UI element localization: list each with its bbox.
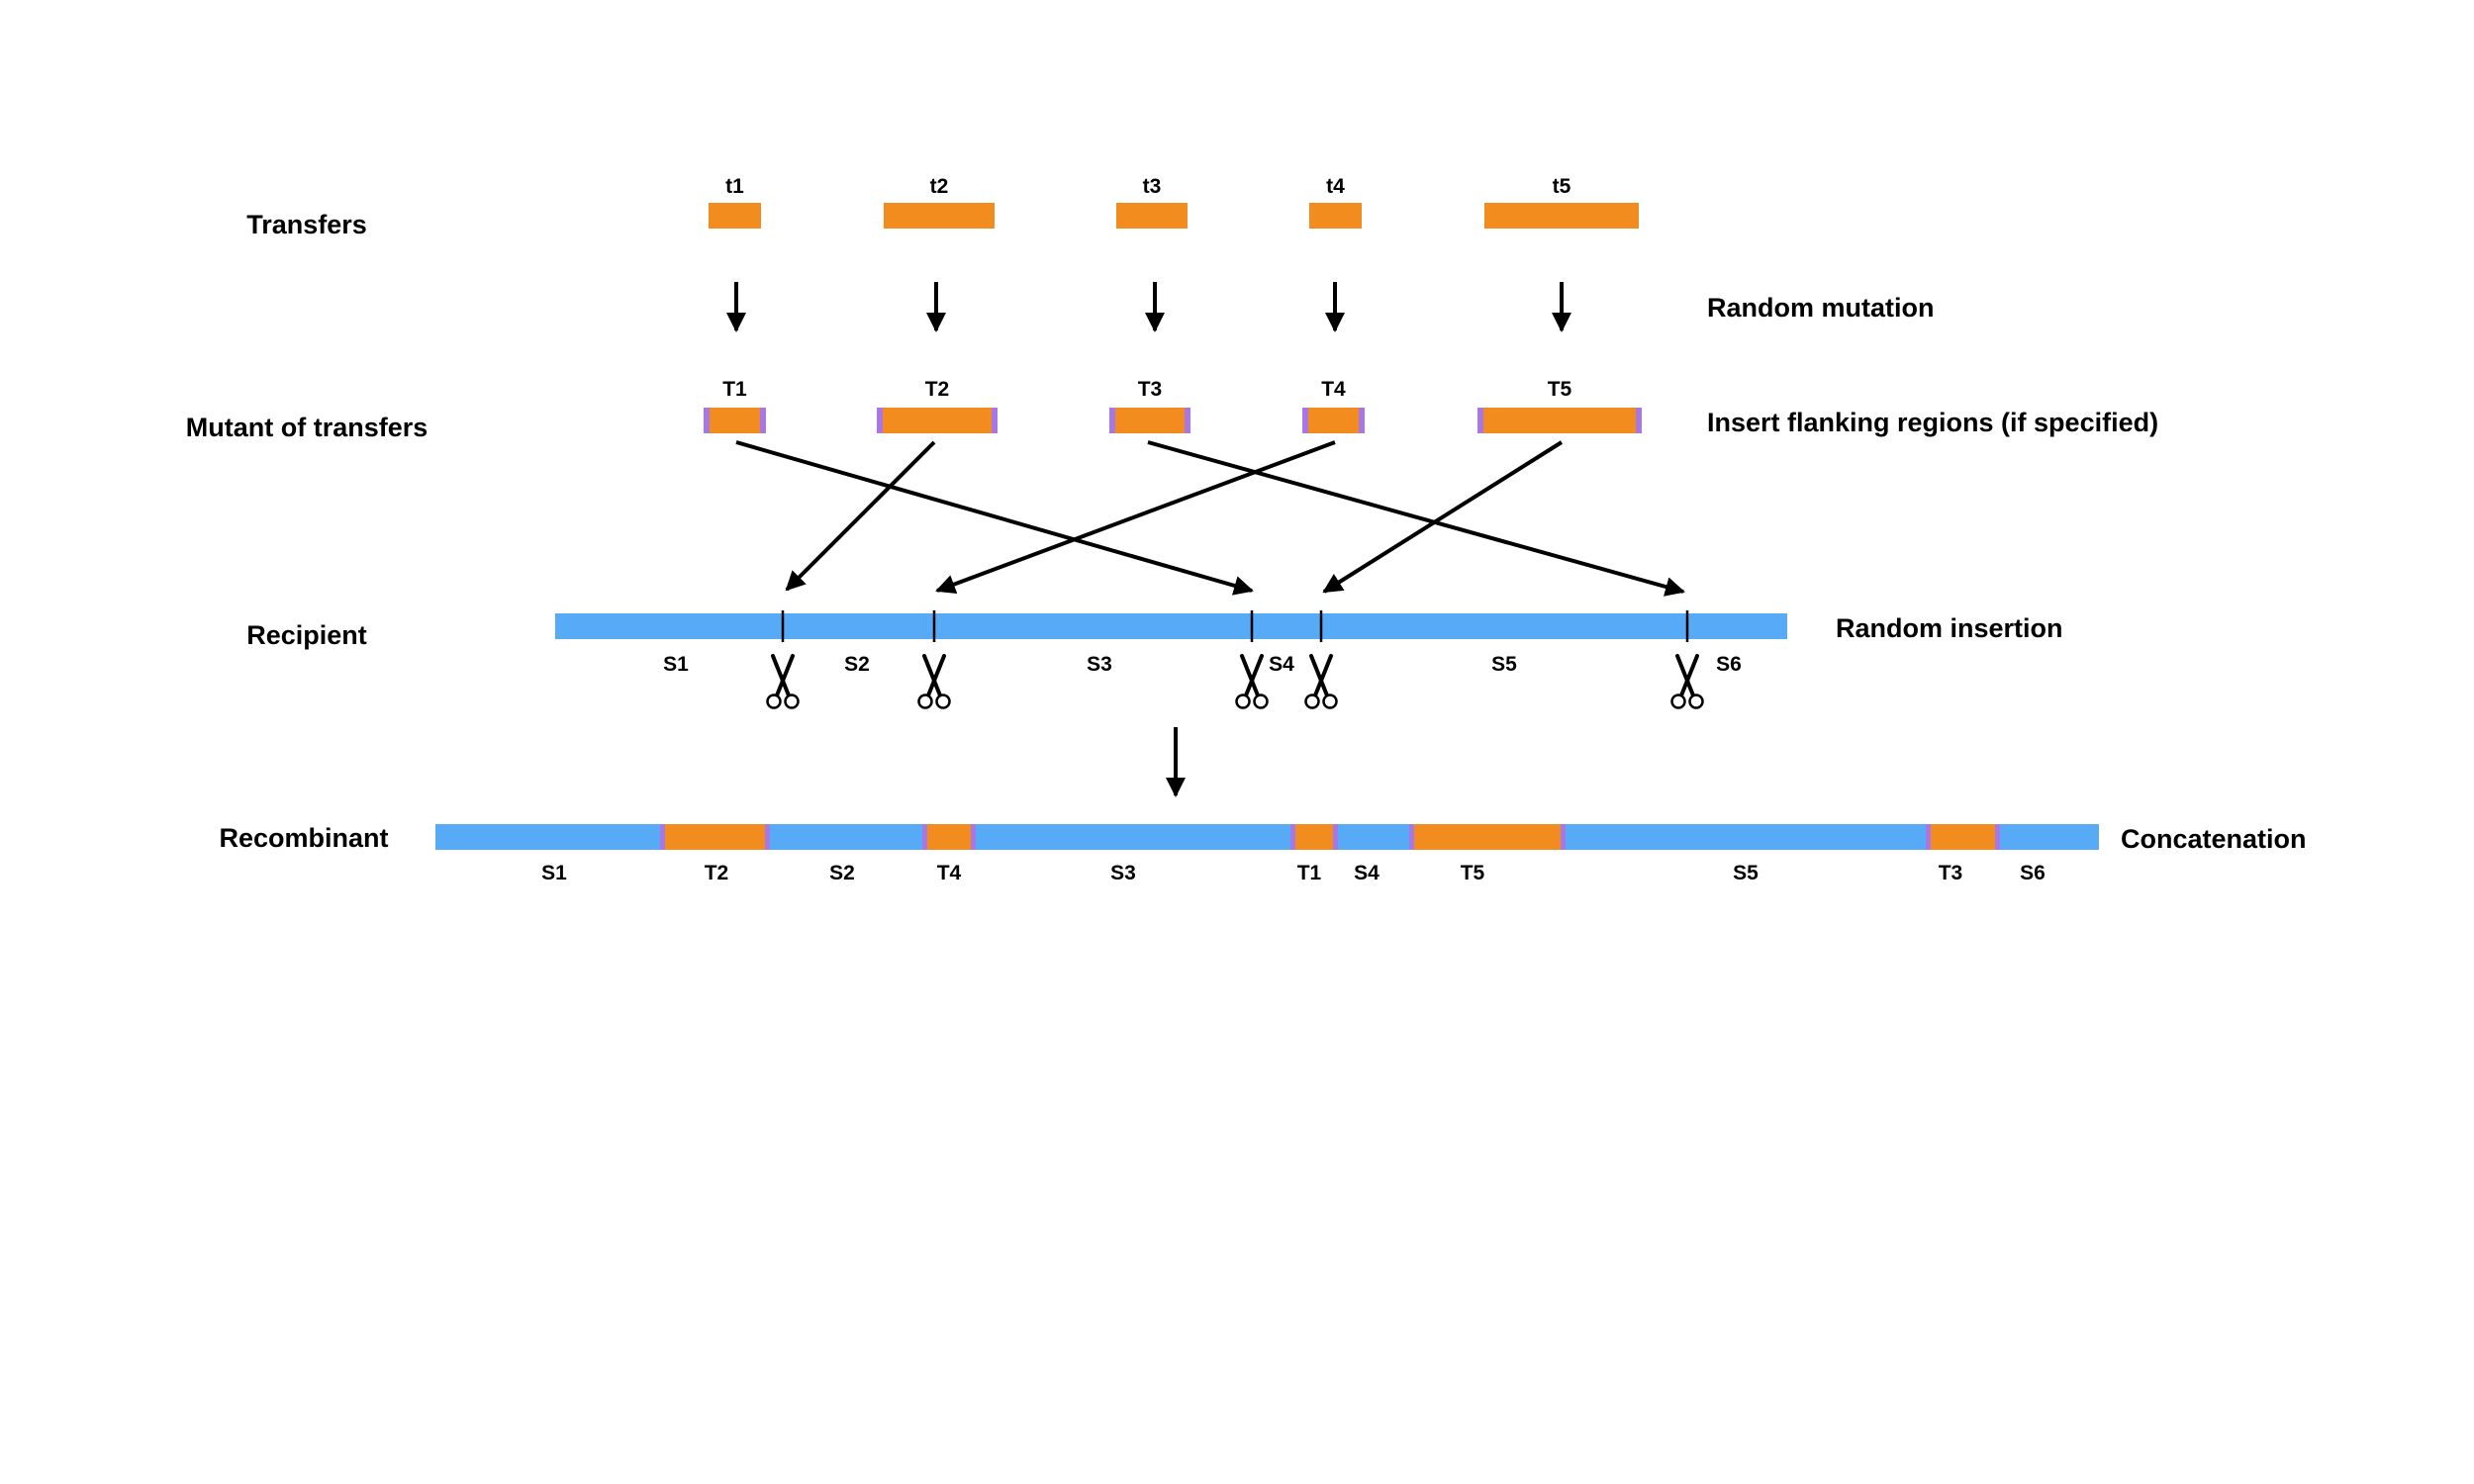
flank-right [992,408,998,433]
recipient-segment-label: S6 [1716,653,1742,676]
transfer-block [1484,203,1639,229]
transfer-label: t1 [725,175,744,198]
insert-arrow-T5 [1322,440,1564,594]
recombinant-transfer-block [660,824,770,850]
recombinant-segment-label: T1 [1297,862,1322,884]
mutant-block [877,408,998,433]
scissors-row [766,654,1704,709]
flank-left [704,408,710,433]
note-flanking: Insert flanking regions (if specified) [1707,408,2158,437]
transfer-label: t5 [1553,175,1571,198]
recombinant-segment-label: S6 [2020,862,2046,884]
recombinant-segment-label: T5 [1461,862,1485,884]
note-concatenation: Concatenation [2121,824,2307,854]
recombinant-segment-label: S1 [541,862,567,884]
mutation-arrows [726,282,1571,332]
mutants-row: T1 T2 T3 T4 T5 [704,378,1642,433]
note-random-mutation: Random mutation [1707,293,1935,323]
transfer-block [1309,203,1362,229]
flank-left [1109,408,1115,433]
transfer-block [1116,203,1188,229]
transfers-row: t1 t2 t3 t4 t5 [709,175,1639,229]
scissors-icon [917,654,951,709]
flank-left [1409,824,1414,850]
recombinant-recipient-block [435,824,660,850]
recombinant-segment-label: S3 [1110,862,1136,884]
recombinant-segment-label: S4 [1354,862,1380,884]
flank-left [877,408,883,433]
insert-arrow-T1 [735,440,1254,596]
flank-left [1477,408,1483,433]
row-label-recipient: Recipient [246,620,367,650]
mutant-label: T2 [925,378,950,401]
flank-right [1333,824,1338,850]
flank-left [660,824,665,850]
flank-right [1359,408,1365,433]
recipient-segment-label: S5 [1491,653,1517,676]
recombinant-transfer-block [1290,824,1338,850]
flank-right [1185,408,1190,433]
row-label-transfers: Transfers [246,210,367,239]
recombinant-recipient-block [1338,824,1409,850]
scissors-icon [766,654,800,709]
flank-left [1302,408,1308,433]
recipient-segment-label: S4 [1269,653,1294,676]
mutant-block [1109,408,1190,433]
insert-arrow-T2 [785,440,936,592]
recipient-bar [555,613,1787,639]
row-label-recombinant: Recombinant [219,823,388,853]
recipient-segment-label: S3 [1087,653,1112,676]
mutant-block [704,408,766,433]
transfer-block [884,203,995,229]
mutant-label: T4 [1321,378,1346,401]
transfer-block [709,203,761,229]
flank-right [971,824,976,850]
recipient-row: S1 S2 S3 S4 S5 S6 [555,610,1787,676]
recipient-segment-label: S1 [663,653,689,676]
flank-left [1926,824,1931,850]
recombinant-transfer-block [1926,824,2000,850]
scissors-icon [1304,654,1338,709]
recombinant-row: S1 T2 S2 T4 S3 T1 S4 T5 S5 T3 S6 [435,824,2099,884]
mutant-block [1477,408,1642,433]
flank-right [1636,408,1642,433]
transfer-label: t3 [1143,175,1162,198]
recombinant-segment-label: S2 [829,862,855,884]
recombinant-recipient-block [976,824,1290,850]
flank-left [922,824,927,850]
flank-right [1995,824,2000,850]
mutant-block [1302,408,1365,433]
recipient-segment-label: S2 [844,653,870,676]
recombinant-segment-label: S5 [1733,862,1759,884]
note-random-insertion: Random insertion [1836,613,2063,643]
recombinant-transfer-block [922,824,976,850]
mutant-label: T1 [722,378,747,401]
recombinant-segment-label: T2 [705,862,729,884]
mutant-label: T3 [1138,378,1163,401]
recombinant-transfer-block [1409,824,1566,850]
transfer-label: t4 [1326,175,1345,198]
transfer-label: t2 [930,175,949,198]
scissors-icon [1235,654,1269,709]
flank-left [1290,824,1295,850]
recombinant-segment-label: T4 [937,862,962,884]
recombinant-segment-label: T3 [1939,862,1963,884]
recombinant-recipient-block [1566,824,1926,850]
scissors-icon [1670,654,1704,709]
recombinant-recipient-block [2000,824,2099,850]
flank-right [765,824,770,850]
insert-arrow-T3 [1147,440,1685,597]
row-label-mutants: Mutant of transfers [186,413,428,442]
flank-right [1561,824,1566,850]
mutant-label: T5 [1548,378,1572,401]
insert-arrow-T4 [935,440,1336,595]
recombinant-recipient-block [770,824,922,850]
flank-right [760,408,766,433]
insertion-arrows [735,440,1685,597]
